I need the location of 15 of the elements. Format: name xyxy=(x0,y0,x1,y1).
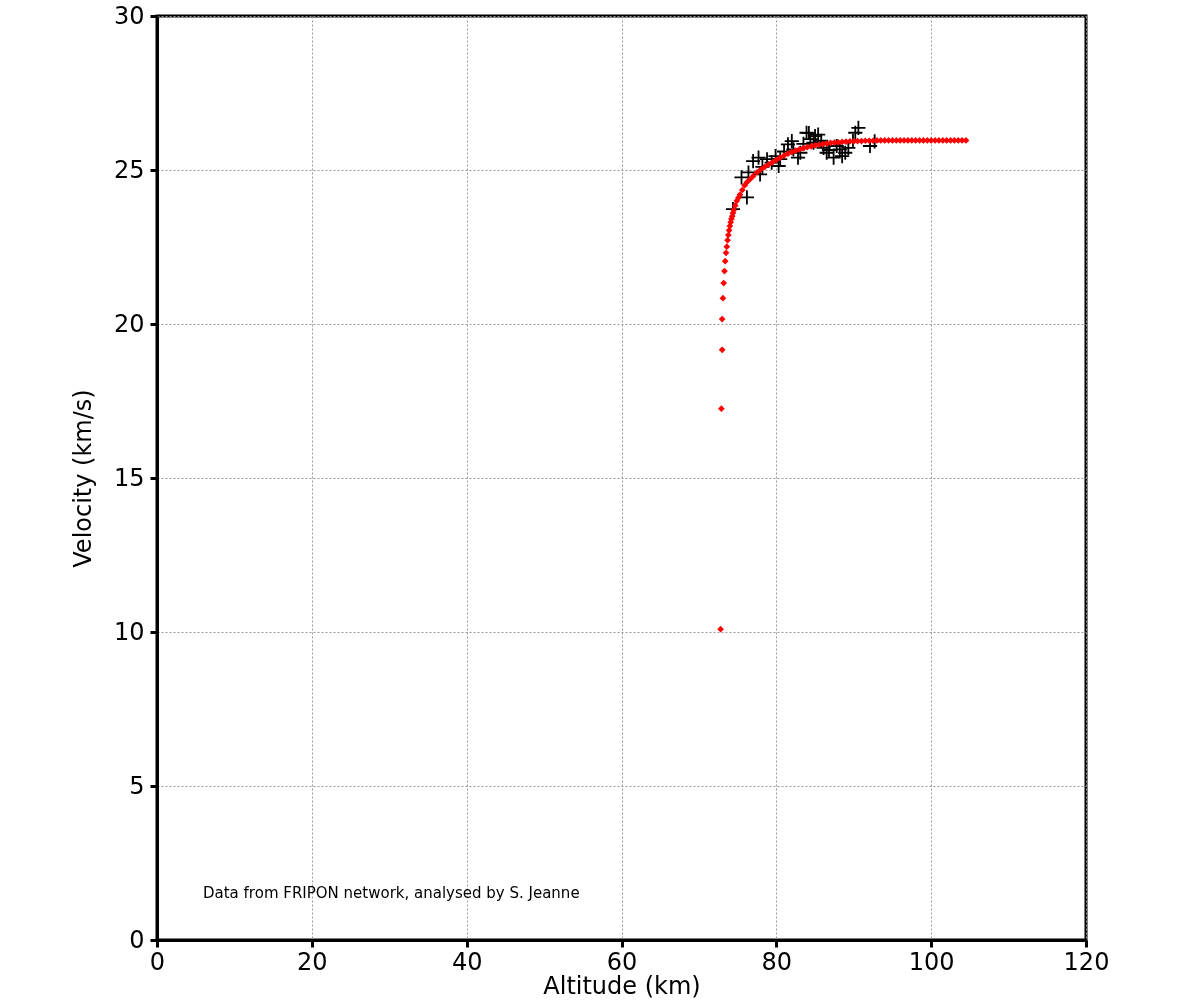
x-tick-label: 100 xyxy=(908,947,955,976)
x-tick-label: 20 xyxy=(297,947,328,976)
y-tick-label: 5 xyxy=(129,771,145,800)
y-tick-label: 0 xyxy=(129,925,145,954)
x-tick-label: 120 xyxy=(1063,947,1110,976)
y-tick-label: 10 xyxy=(113,617,145,646)
annotation: Data from FRIPON network, analysed by S. Jeanne xyxy=(203,884,580,902)
x-tick-label: 80 xyxy=(761,947,793,976)
x-tick-label: 40 xyxy=(451,947,483,976)
y-axis-title: Velocity (km/s) xyxy=(68,389,97,568)
y-tick-label: 15 xyxy=(113,463,145,492)
y-tick-label: 20 xyxy=(113,309,145,338)
x-tick-label: 0 xyxy=(149,947,166,976)
y-tick-label: 25 xyxy=(113,155,145,184)
y-tick-label: 30 xyxy=(113,1,145,30)
